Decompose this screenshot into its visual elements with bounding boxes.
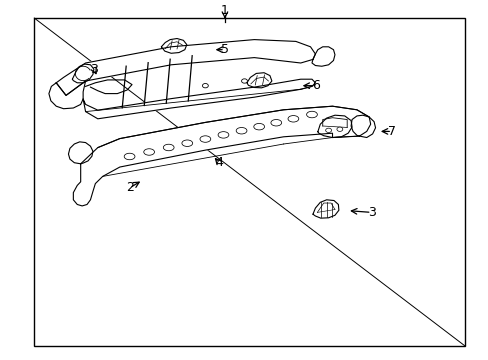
- Polygon shape: [246, 73, 271, 88]
- Circle shape: [336, 127, 342, 131]
- Ellipse shape: [218, 132, 228, 138]
- Polygon shape: [350, 115, 375, 138]
- Polygon shape: [161, 39, 186, 53]
- Text: 4: 4: [215, 156, 223, 169]
- Text: 6: 6: [311, 79, 319, 92]
- Polygon shape: [68, 142, 93, 164]
- Text: 7: 7: [387, 125, 395, 138]
- Polygon shape: [72, 64, 94, 83]
- Ellipse shape: [253, 123, 264, 130]
- Polygon shape: [311, 47, 334, 66]
- Polygon shape: [312, 200, 338, 218]
- Polygon shape: [49, 81, 85, 109]
- Bar: [34, 18, 464, 346]
- Ellipse shape: [287, 116, 298, 122]
- Text: 5: 5: [221, 43, 228, 56]
- Ellipse shape: [270, 120, 281, 126]
- Circle shape: [202, 84, 208, 88]
- Circle shape: [325, 128, 331, 132]
- Polygon shape: [317, 115, 351, 138]
- Ellipse shape: [182, 140, 192, 147]
- Ellipse shape: [124, 153, 135, 160]
- Text: 2: 2: [125, 181, 133, 194]
- Ellipse shape: [306, 111, 317, 118]
- Text: 3: 3: [367, 206, 375, 219]
- Ellipse shape: [163, 144, 174, 151]
- Text: 1: 1: [221, 4, 228, 17]
- Polygon shape: [83, 79, 315, 119]
- Ellipse shape: [200, 136, 210, 142]
- Polygon shape: [73, 106, 370, 206]
- Ellipse shape: [143, 149, 154, 155]
- Ellipse shape: [236, 127, 246, 134]
- Polygon shape: [56, 40, 315, 95]
- Text: 3: 3: [90, 63, 98, 76]
- Circle shape: [241, 79, 247, 83]
